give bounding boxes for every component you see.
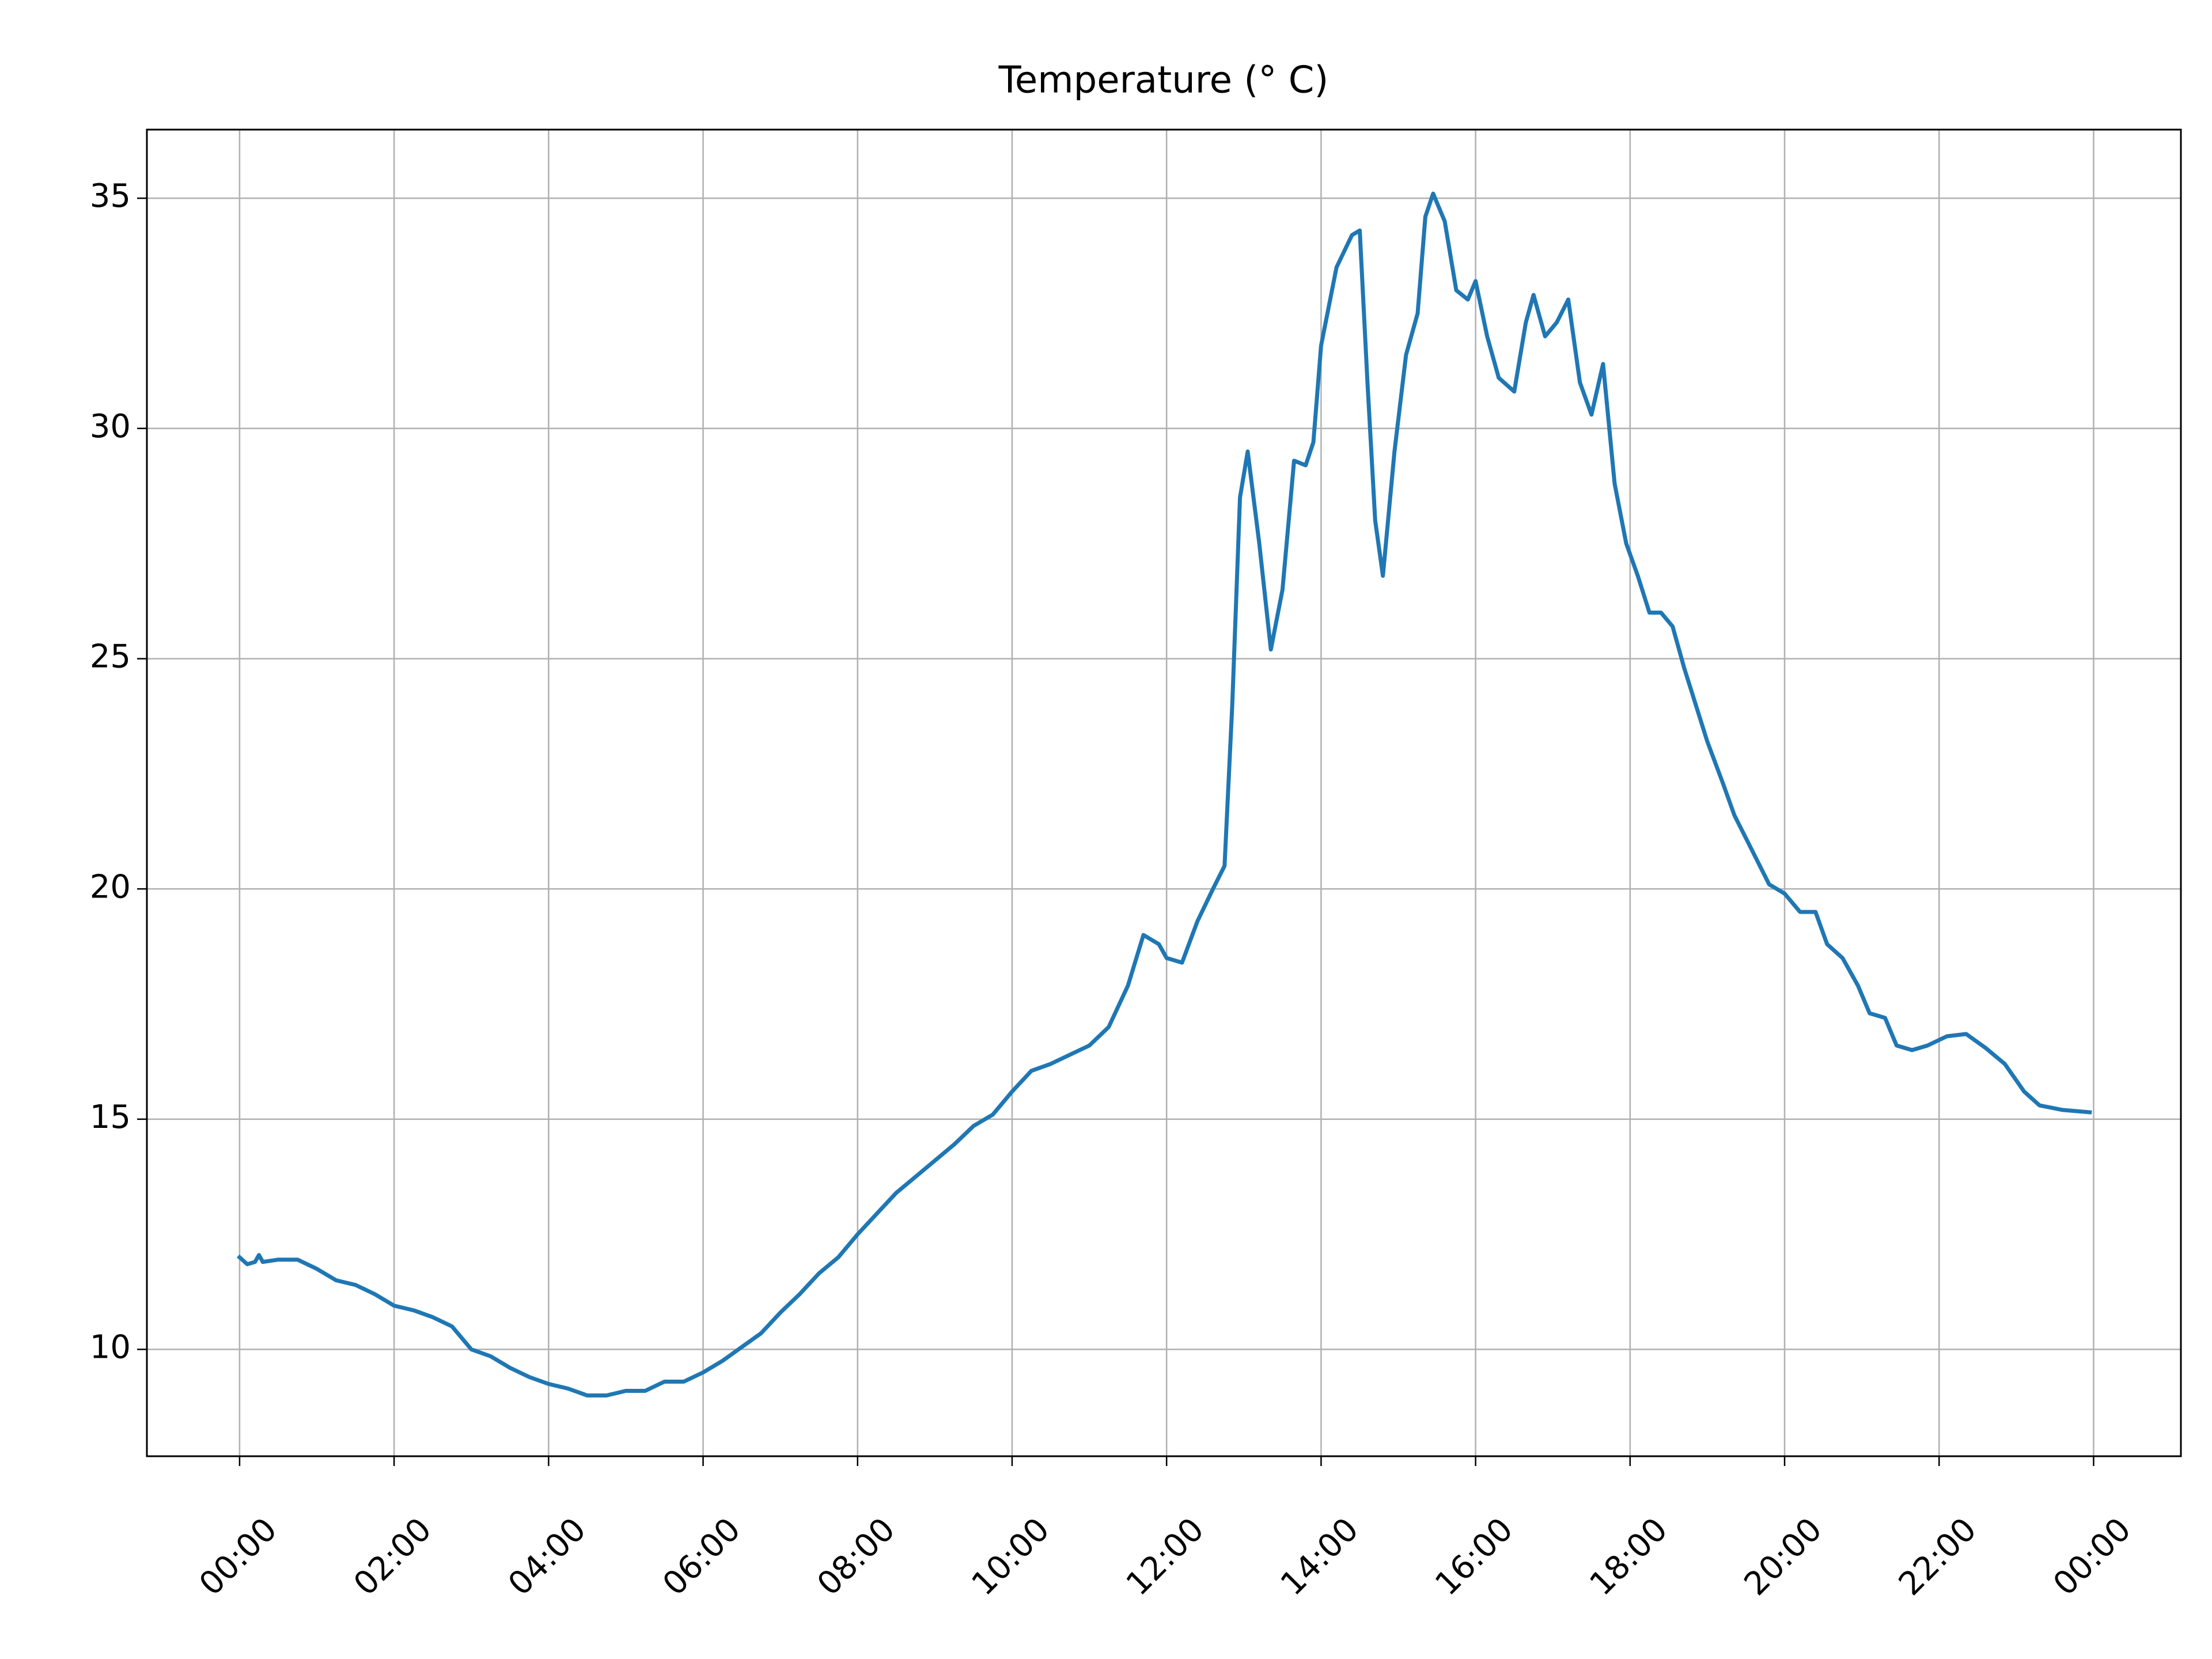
chart-title: Temperature (° C) <box>998 59 1329 102</box>
plot-frame <box>146 128 2182 1457</box>
y-tick-label: 25 <box>90 638 131 676</box>
y-tick-label: 30 <box>90 408 131 445</box>
y-tick-label: 20 <box>90 868 131 906</box>
line <box>236 191 2092 1397</box>
y-tick-label: 15 <box>90 1099 131 1136</box>
y-tick-label: 10 <box>90 1329 131 1366</box>
y-tick-label: 35 <box>90 177 131 215</box>
